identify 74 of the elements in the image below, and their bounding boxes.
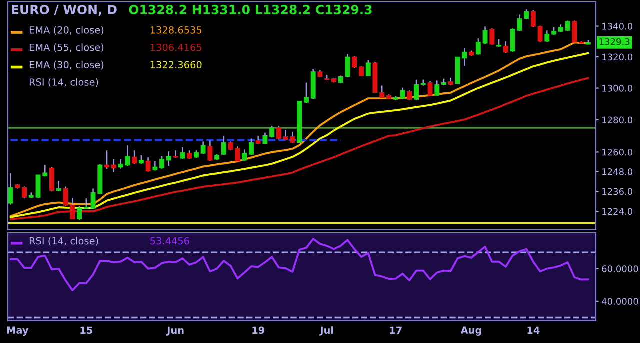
candlestick — [366, 60, 371, 78]
candlestick — [476, 38, 481, 56]
y-tick-label: 1248.0 — [602, 168, 633, 176]
candlestick — [152, 160, 158, 172]
y-tick-label: 1224.0 — [602, 208, 633, 216]
legend-label: EMA (55, close) — [30, 44, 104, 52]
candlestick — [462, 48, 468, 67]
y-tick-label: 1320.0 — [602, 54, 633, 61]
annotation: RSI (14, close) — [30, 78, 98, 88]
candlestick — [50, 166, 54, 192]
candlestick — [146, 156, 151, 172]
annotation: 53.4456 — [150, 237, 190, 245]
candlestick — [352, 56, 358, 69]
text: 1329.3 — [600, 38, 630, 46]
legend-label: EMA (30, close) — [30, 61, 104, 70]
legend-label: EMA (20, close) — [30, 26, 104, 35]
candlestick — [345, 54, 350, 78]
candlestick — [132, 150, 138, 165]
candlestick — [160, 156, 165, 170]
candlestick — [428, 80, 433, 97]
line-series — [10, 238, 590, 292]
x-tick-label: 14 — [528, 326, 540, 334]
candlestick — [482, 26, 488, 45]
candlestick — [84, 198, 89, 210]
x-tick-label: Aug — [460, 326, 482, 336]
candlestick — [530, 10, 536, 28]
annotation: 1322.3660 — [150, 61, 202, 69]
candlestick — [270, 125, 275, 138]
chart-title: EURO / WON, D — [12, 5, 117, 16]
candlestick — [276, 125, 282, 140]
candlestick — [77, 206, 82, 221]
x-tick-label: 19 — [252, 326, 264, 334]
candlestick — [359, 66, 364, 78]
candlestick — [248, 138, 254, 156]
y-tick-label: 1236.0 — [602, 188, 633, 196]
annotation: 1328.6535 — [150, 26, 202, 34]
x-tick-label: Jul — [320, 326, 334, 336]
candlestick — [524, 8, 530, 20]
candlestick — [22, 186, 27, 200]
candlestick — [407, 90, 412, 102]
annotation: 1306.4165 — [150, 44, 202, 52]
candlestick — [200, 141, 206, 155]
x-tick-label: May — [7, 326, 29, 336]
y-tick-label: 40.0000 — [602, 298, 638, 306]
y-tick-label: 1260.0 — [602, 148, 633, 156]
candlestick — [572, 20, 578, 44]
chart-subtitle: O1328.2 H1331.0 L1328.2 C1329.3 — [129, 5, 372, 14]
x-tick-label: Jun — [166, 326, 184, 336]
candlestick — [304, 82, 309, 104]
candlestick — [104, 150, 110, 170]
y-tick-label: 60.0000 — [602, 266, 638, 272]
candlestick — [70, 198, 76, 220]
candlestick — [166, 150, 172, 167]
candlestick — [434, 80, 440, 97]
candlestick — [8, 172, 14, 206]
y-tick-label: 1300.0 — [602, 85, 633, 92]
line-series — [10, 77, 590, 220]
candlestick — [208, 140, 213, 162]
candlestick — [56, 180, 62, 192]
candlestick — [221, 135, 226, 156]
y-tick-label: 1340.0 — [602, 23, 633, 30]
candlestick — [111, 158, 116, 173]
candlestick — [414, 79, 419, 102]
candlestick — [400, 87, 406, 100]
candlestick — [380, 85, 385, 99]
candlestick — [63, 186, 68, 207]
candlestick — [490, 28, 495, 46]
legend-label: RSI (14, close) — [30, 237, 98, 246]
candlestick — [36, 174, 41, 200]
x-tick-label: 17 — [390, 326, 402, 334]
x-tick-label: 15 — [80, 326, 92, 334]
candlestick — [503, 40, 508, 54]
candlestick — [242, 149, 248, 162]
y-tick-label: 1280.0 — [602, 116, 633, 124]
